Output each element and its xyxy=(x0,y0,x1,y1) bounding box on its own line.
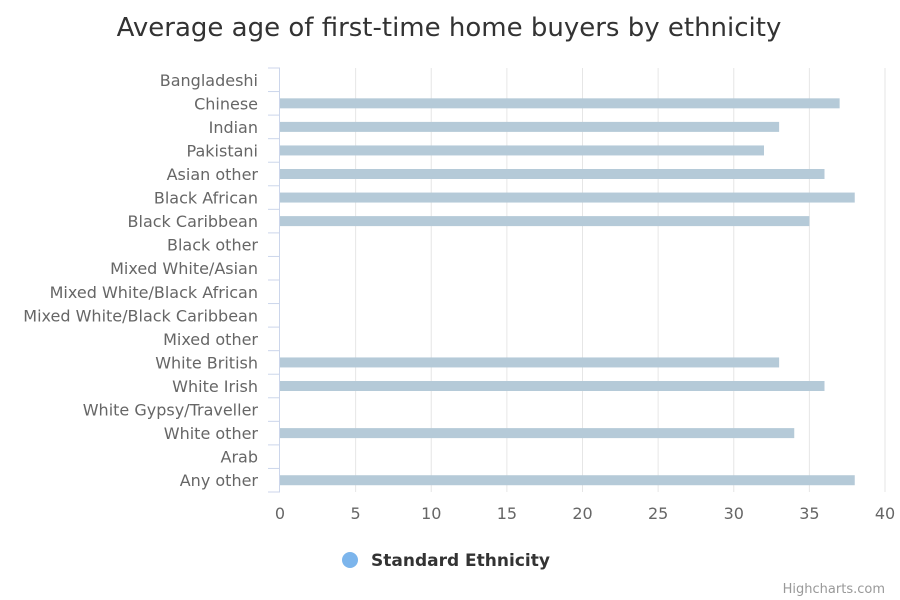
x-tick-label: 40 xyxy=(875,504,895,523)
bar[interactable] xyxy=(280,357,780,368)
category-label: Mixed White/Black African xyxy=(50,283,258,302)
x-tick-label: 20 xyxy=(572,504,592,523)
category-label: White British xyxy=(155,353,258,372)
category-label: Bangladeshi xyxy=(160,71,258,90)
x-tick-label: 35 xyxy=(799,504,819,523)
category-label: Chinese xyxy=(194,94,258,113)
bar[interactable] xyxy=(280,169,825,179)
bar[interactable] xyxy=(280,381,825,391)
legend-label[interactable]: Standard Ethnicity xyxy=(371,551,550,571)
category-label: White Gypsy/Traveller xyxy=(83,401,259,420)
category-label: Mixed White/Asian xyxy=(110,259,258,278)
legend-symbol[interactable] xyxy=(342,552,358,568)
category-label: Arab xyxy=(221,448,258,467)
legend[interactable]: Standard Ethnicity xyxy=(342,551,550,571)
category-label: Black African xyxy=(154,189,258,208)
category-label: Indian xyxy=(209,118,258,137)
grid-lines xyxy=(355,68,886,492)
x-tick-label: 15 xyxy=(497,504,517,523)
category-label: Mixed other xyxy=(163,330,258,349)
bar[interactable] xyxy=(280,145,764,156)
bar[interactable] xyxy=(280,216,810,227)
credits[interactable]: Highcharts.com xyxy=(783,582,885,597)
category-label: Pakistani xyxy=(187,141,258,160)
category-label: Any other xyxy=(180,471,259,490)
bar[interactable] xyxy=(280,121,780,132)
bar[interactable] xyxy=(280,98,840,109)
category-label: Mixed White/Black Caribbean xyxy=(23,306,258,325)
category-label: White Irish xyxy=(172,377,258,396)
x-tick-label: 10 xyxy=(421,504,441,523)
chart-title: Average age of first-time home buyers by… xyxy=(117,13,782,43)
category-label: Black other xyxy=(167,236,258,255)
x-tick-label: 5 xyxy=(351,504,361,523)
value-axis: 0 5 10 15 20 25 30 35 40 xyxy=(275,504,895,523)
bar[interactable] xyxy=(280,192,855,203)
x-tick-label: 0 xyxy=(275,504,285,523)
category-axis: Bangladeshi Chinese Indian Pakistani Asian o… xyxy=(23,67,280,493)
x-tick-label: 30 xyxy=(724,504,744,523)
category-label: Asian other xyxy=(167,165,259,184)
category-label: Black Caribbean xyxy=(128,212,258,231)
category-label: White other xyxy=(164,424,259,443)
bar[interactable] xyxy=(280,475,855,486)
bars xyxy=(280,98,855,486)
x-tick-label: 25 xyxy=(648,504,668,523)
bar[interactable] xyxy=(280,428,795,439)
